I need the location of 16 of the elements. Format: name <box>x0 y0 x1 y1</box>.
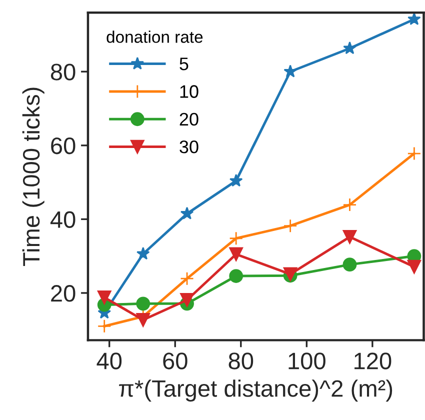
y-axis-title: Time (1000 ticks) <box>22 88 44 266</box>
y-tick-label: 40 <box>50 211 76 228</box>
legend-label: 10 <box>180 85 198 98</box>
y-tick-label: 60 <box>51 137 76 154</box>
x-tick-label: 120 <box>354 352 392 370</box>
x-tick-label: 100 <box>288 352 326 370</box>
x-tick-label: 80 <box>228 352 254 370</box>
legend-label: 5 <box>180 58 188 70</box>
legend-label: 20 <box>180 112 198 126</box>
x-tick-label: 60 <box>163 352 188 370</box>
x-tick-label: 40 <box>96 352 122 370</box>
y-tick-label: 80 <box>50 64 76 80</box>
x-axis-title: π*(Target distance)^2 (m²) <box>119 380 392 402</box>
legend-title: donation rate <box>106 30 203 43</box>
y-tick-label: 20 <box>51 285 76 302</box>
legend-label: 30 <box>180 140 198 154</box>
